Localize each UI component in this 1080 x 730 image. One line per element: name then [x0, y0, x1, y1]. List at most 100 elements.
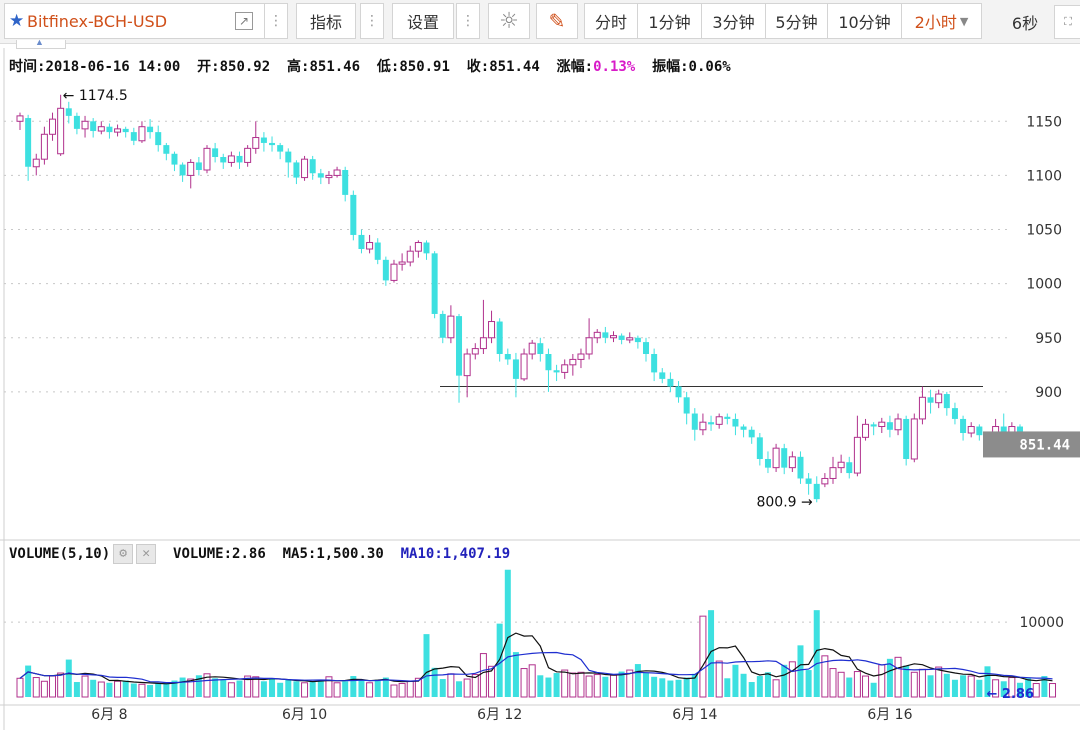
candle-body	[1016, 426, 1023, 436]
volume-bar	[903, 665, 910, 697]
change-label: 涨幅:	[556, 59, 594, 75]
period-tab-1[interactable]: 1分钟	[638, 3, 702, 39]
candle-body	[114, 128, 122, 133]
volume-label: VOLUME:	[173, 546, 233, 562]
candle-body	[724, 416, 731, 419]
volume-bar	[236, 680, 243, 697]
low-value: 850.91	[399, 59, 450, 75]
volume-bar	[358, 680, 365, 697]
fullscreen-icon[interactable]: ⛶	[1054, 5, 1080, 39]
candle-body	[40, 133, 48, 160]
refresh-interval[interactable]: 6秒	[1011, 14, 1039, 33]
grid-lines	[0, 48, 1080, 730]
volume-bar	[171, 680, 178, 697]
external-link-icon[interactable]: ↗	[235, 12, 253, 30]
volume-bar	[374, 679, 381, 697]
volume-bar	[935, 666, 943, 698]
candle-body	[49, 118, 57, 135]
volume-bar	[829, 668, 837, 698]
candle-body	[195, 162, 202, 170]
period-tab-2[interactable]: 3分钟	[702, 3, 766, 39]
candle-body	[309, 159, 316, 174]
volume-bar	[585, 675, 593, 698]
volume-bar	[520, 668, 528, 698]
volume-bar	[984, 666, 991, 697]
settings-button[interactable]: 设置	[392, 3, 454, 39]
volume-bar	[846, 677, 853, 697]
candle-body	[829, 467, 837, 479]
volume-bar	[561, 669, 569, 698]
star-icon[interactable]: ★	[9, 11, 25, 31]
ohlc-info-bar: 时间:2018-06-16 14:00 开:850.92 高:851.46 低:…	[9, 56, 731, 76]
volume-bar	[943, 673, 950, 697]
settings-menu-dots[interactable]: ⋮	[456, 3, 480, 39]
candle-body	[106, 126, 113, 133]
volume-bar	[65, 659, 72, 697]
indicators-button[interactable]: 指标	[296, 3, 356, 39]
volume-bar	[431, 667, 438, 697]
volume-bar	[122, 680, 129, 697]
volume-bar	[147, 685, 154, 697]
volume-bar	[805, 670, 812, 697]
candle-body	[456, 316, 463, 376]
period-label: 2小时	[914, 13, 957, 32]
volume-bar	[878, 664, 886, 698]
volume-bar	[414, 677, 422, 698]
period-tab-0[interactable]: 分时	[584, 3, 638, 39]
volume-bar	[130, 683, 137, 697]
volume-bar	[488, 665, 496, 698]
theme-toggle-button[interactable]: ☼	[488, 3, 530, 39]
candle-body	[878, 421, 886, 428]
candle-body	[358, 234, 365, 250]
volume-bar	[382, 677, 389, 697]
close-icon[interactable]: ✕	[136, 544, 157, 564]
candle-body	[73, 115, 80, 129]
volume-bar	[699, 615, 707, 698]
candle-body	[821, 477, 829, 485]
price-tick-label: 900	[1035, 385, 1062, 401]
ma10-value: 1,407.19	[442, 546, 511, 562]
volume-bar	[471, 674, 479, 698]
volume-bar	[32, 677, 40, 698]
candle-body	[366, 242, 374, 250]
volume-bar	[960, 675, 967, 697]
toolbar: ★ Bitfinex-BCH-USD ↗ ⋮ 指标 ⋮ 设置 ⋮ ☼ ✎ 分时 …	[0, 0, 1080, 49]
collapse-tab[interactable]: ▲	[16, 37, 66, 49]
candle-body	[520, 353, 528, 380]
volume-bar	[626, 669, 634, 698]
symbol-selector[interactable]: ★ Bitfinex-BCH-USD ↗	[4, 3, 288, 39]
candle-body	[406, 250, 414, 263]
high-value: 851.46	[309, 59, 361, 75]
volume-bar	[317, 679, 324, 697]
volume-bar	[456, 681, 463, 697]
volume-bar	[862, 675, 870, 698]
volume-bar	[57, 672, 65, 698]
period-tab-3[interactable]: 5分钟	[766, 3, 828, 39]
candle-body	[398, 261, 406, 265]
candle-body	[853, 436, 861, 474]
candle-body	[960, 418, 967, 434]
gear-icon[interactable]: ⚙	[113, 544, 134, 564]
volume-bar	[667, 680, 674, 697]
volume-bar	[577, 671, 585, 698]
period-label: 分时	[594, 13, 627, 32]
candle-body	[886, 422, 893, 430]
candle-body	[732, 418, 739, 427]
open-label: 开:	[197, 59, 220, 75]
period-tab-4[interactable]: 10分钟	[828, 3, 902, 39]
candle-body	[935, 393, 943, 404]
symbol-menu-dots[interactable]: ⋮	[264, 3, 288, 39]
period-tab-active[interactable]: 2小时 ▼	[902, 3, 982, 39]
volume-bar	[187, 678, 195, 698]
volume-bar	[97, 681, 105, 698]
indicators-menu-dots[interactable]: ⋮	[360, 3, 384, 39]
candle-body	[512, 359, 519, 379]
candle-body	[57, 107, 65, 155]
candle-body	[325, 174, 333, 179]
candle-body	[65, 108, 72, 116]
volume-bar	[1008, 677, 1016, 698]
draw-tool-button[interactable]: ✎	[536, 3, 578, 39]
volume-bar	[910, 671, 918, 698]
volume-bar	[1016, 682, 1023, 697]
